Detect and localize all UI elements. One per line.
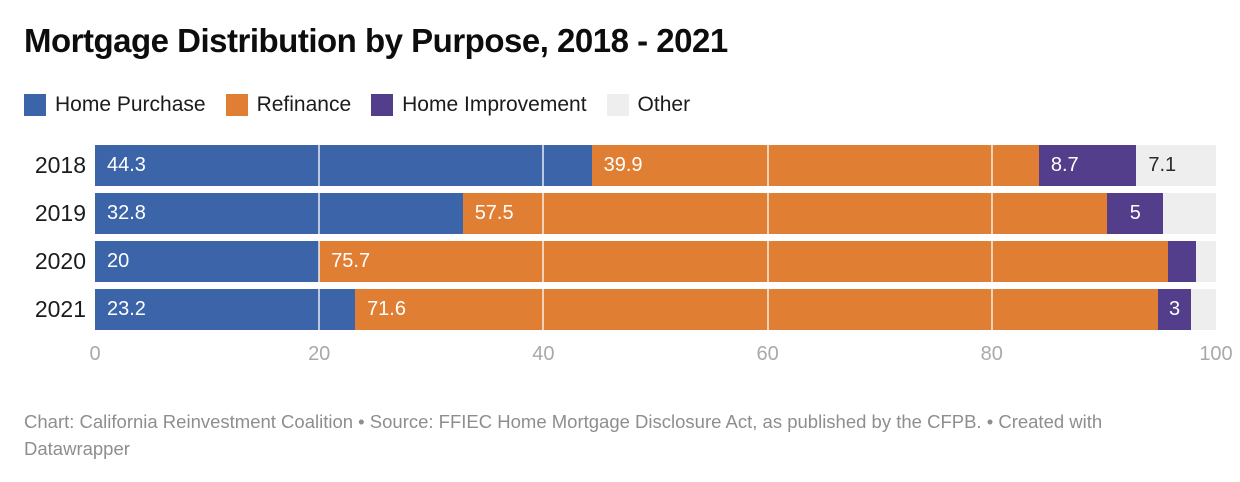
legend-swatch xyxy=(371,93,394,116)
bar-row-2021: 2021 23.2 71.6 3 xyxy=(24,289,1216,330)
year-label: 2018 xyxy=(34,152,86,178)
bar-track: 20 75.7 xyxy=(95,241,1216,282)
bar-track: 23.2 71.6 3 xyxy=(95,289,1216,330)
legend-swatch xyxy=(225,93,248,116)
bar-segment-home-improvement: 8.7 xyxy=(1038,145,1137,186)
footer-attribution: Chart: California Reinvestment Coalition… xyxy=(24,411,1103,459)
axis-tick-label: 0 xyxy=(89,343,101,365)
bar-row-2020: 2020 20 75.7 xyxy=(24,241,1216,282)
legend-item-home-purchase: Home Purchase xyxy=(24,93,206,116)
legend-swatch xyxy=(606,93,629,116)
bar-segment-refinance: 75.7 xyxy=(319,241,1168,282)
bar-value-label: 23.2 xyxy=(107,298,146,320)
bar-value-label: 75.7 xyxy=(331,250,371,272)
bar-segment-other xyxy=(1163,193,1216,234)
bar-value-label: 7.1 xyxy=(1148,154,1177,176)
bar-value-label: 32.8 xyxy=(107,202,146,224)
legend-swatch xyxy=(24,93,46,116)
legend-item-refinance: Refinance xyxy=(225,93,352,116)
bar-value-label: 39.9 xyxy=(603,154,643,176)
bar-segment-home-purchase: 32.8 xyxy=(95,193,463,234)
bar-segment-home-improvement xyxy=(1167,241,1196,282)
year-label: 2020 xyxy=(34,248,86,274)
legend-label: Refinance xyxy=(256,93,352,116)
bar-segment-refinance: 39.9 xyxy=(591,145,1039,186)
bar-segment-home-purchase: 20 xyxy=(95,241,320,282)
x-axis: 0 20 40 60 80 100 xyxy=(89,342,1232,368)
bar-segment-home-improvement: 5 xyxy=(1107,193,1164,234)
year-label: 2019 xyxy=(34,200,86,226)
bar-value-label: 3 xyxy=(1168,298,1181,320)
axis-tick-label: 80 xyxy=(980,343,1003,365)
bar-segment-other xyxy=(1195,241,1216,282)
chart-title: Mortgage Distribution by Purpose, 2018 -… xyxy=(24,22,728,59)
legend: Home Purchase Refinance Home Improvement Ot… xyxy=(24,93,1216,116)
axis-tick-label: 20 xyxy=(308,343,331,365)
legend-item-other: Other xyxy=(606,93,691,116)
bar-segment-home-purchase: 44.3 xyxy=(95,145,592,186)
bar-value-label: 57.5 xyxy=(474,202,514,224)
axis-tick-label: 40 xyxy=(532,343,555,365)
stacked-bar-chart: 2018 44.3 39.9 8.7 7.1 2019 32.8 57.5 5 2020 20 75.… xyxy=(24,145,1233,368)
bar-segment-refinance: 57.5 xyxy=(462,193,1108,234)
bar-row-2019: 2019 32.8 57.5 5 xyxy=(24,193,1216,234)
bar-value-label: 44.3 xyxy=(107,154,146,176)
bar-row-2018: 2018 44.3 39.9 8.7 7.1 xyxy=(24,145,1216,186)
bar-value-label: 8.7 xyxy=(1050,154,1079,176)
bar-track: 44.3 39.9 8.7 7.1 xyxy=(95,145,1216,186)
axis-tick-label: 100 xyxy=(1199,343,1233,365)
bar-value-label: 71.6 xyxy=(367,298,406,320)
bar-segment-other xyxy=(1191,289,1216,330)
legend-label: Home Improvement xyxy=(402,93,587,116)
legend-item-home-improvement: Home Improvement xyxy=(371,93,587,116)
bar-value-label: 5 xyxy=(1129,202,1141,224)
bar-segment-refinance: 71.6 xyxy=(355,289,1158,330)
year-label: 2021 xyxy=(34,296,86,322)
bar-value-label: 20 xyxy=(107,250,130,272)
axis-tick-label: 60 xyxy=(756,343,779,365)
bar-segment-home-improvement: 3 xyxy=(1157,289,1192,330)
bar-track: 32.8 57.5 5 xyxy=(95,193,1216,234)
bar-segment-home-purchase: 23.2 xyxy=(95,289,356,330)
chart-rows: 2018 44.3 39.9 8.7 7.1 2019 32.8 57.5 5 2020 20 75.… xyxy=(24,145,1216,330)
legend-label: Home Purchase xyxy=(55,93,206,116)
legend-label: Other xyxy=(637,93,691,116)
bar-segment-other: 7.1 xyxy=(1136,145,1216,186)
